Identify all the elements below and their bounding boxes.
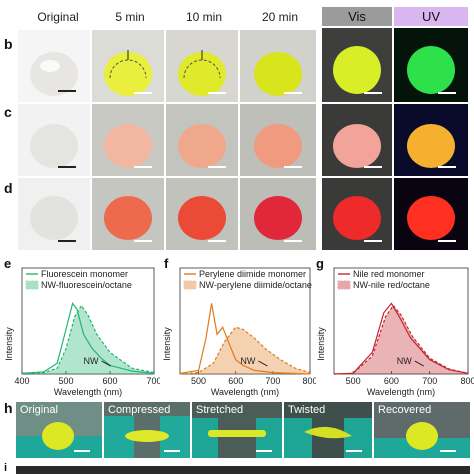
photo-b-10min — [166, 30, 238, 102]
nw-annotation: NW — [240, 356, 255, 366]
legend-swatch — [25, 280, 39, 290]
x-axis-label: Wavelength (nm) — [54, 387, 122, 397]
x-tick-label: 800 — [460, 376, 474, 386]
caption-h-compressed: Compressed — [108, 404, 171, 416]
legend-swatch — [183, 280, 197, 290]
photo-c-uv — [394, 104, 468, 176]
header-vis: Vis — [322, 7, 392, 26]
photo-h-recovered: Recovered — [374, 402, 470, 458]
series-area — [180, 327, 310, 374]
chart-e: 400 500 600 700 Wavelength (nm) Intensity Fluo… — [4, 267, 160, 397]
x-tick-label: 600 — [384, 376, 399, 386]
x-tick-label: 800 — [302, 376, 316, 386]
chart-label-g: g — [316, 256, 324, 271]
legend-label: Fluorescein monomer — [41, 269, 128, 279]
legend-label: NW-nile red/octane — [353, 280, 430, 290]
row-label-h: h — [4, 400, 13, 416]
photo-b-5min — [92, 30, 164, 102]
photo-d-10min — [166, 178, 238, 250]
legend-swatch — [337, 280, 351, 290]
photo-d-uv — [394, 178, 468, 250]
photo-d-5min — [92, 178, 164, 250]
series-line-nw — [21, 304, 155, 374]
photo-b-vis — [322, 28, 392, 102]
series-line-monomer — [21, 302, 155, 374]
legend-label: NW-perylene diimide/octane — [199, 280, 312, 290]
photo-b-uv — [394, 28, 468, 102]
plot-frame — [333, 267, 469, 375]
series-line-nw — [333, 304, 469, 375]
x-tick-label: 700 — [146, 376, 160, 386]
photo-h-original: Original — [16, 402, 102, 458]
photo-h-compressed: Compressed — [104, 402, 190, 458]
plot-frame — [21, 267, 155, 375]
nw-arrow — [258, 360, 268, 367]
caption-h-recovered: Recovered — [378, 404, 432, 416]
legend-label: Perylene diimide monomer — [199, 269, 306, 279]
series-line-monomer — [333, 302, 469, 375]
y-axis-label: Intensity — [4, 327, 14, 361]
legend-label: NW-fluorescein/octane — [41, 280, 132, 290]
photo-d-original — [18, 178, 90, 250]
chart-label-e: e — [4, 256, 12, 271]
series-area — [334, 305, 468, 374]
row-label-i: i — [4, 462, 8, 474]
x-tick-label: 600 — [228, 376, 243, 386]
header-original: Original — [37, 10, 79, 24]
photo-c-original — [18, 104, 90, 176]
x-tick-label: 700 — [422, 376, 437, 386]
photo-c-5min — [92, 104, 164, 176]
series-line-monomer — [179, 303, 311, 375]
nw-annotation: NW — [397, 356, 412, 366]
x-tick-label: 400 — [14, 376, 29, 386]
row-label-c: c — [4, 104, 12, 120]
plot-frame — [179, 267, 311, 375]
caption-h-original: Original — [20, 404, 58, 416]
photo-h-stretched: Stretched — [192, 402, 282, 458]
row-label-d: d — [4, 180, 13, 196]
legend-label: Nile red monomer — [353, 269, 425, 279]
header-10min: 10 min — [185, 10, 223, 24]
nw-arrow — [101, 360, 111, 367]
chart-g: 500 600 700 800 Wavelength (nm) Intensity Nile… — [316, 267, 474, 397]
header-uv: UV — [394, 7, 468, 26]
y-axis-label: Intensity — [162, 327, 172, 361]
photo-b-original — [18, 30, 90, 102]
series-line-nw — [179, 326, 311, 375]
x-tick-label: 600 — [102, 376, 117, 386]
photo-d-vis — [322, 178, 392, 250]
caption-h-stretched: Stretched — [196, 404, 244, 416]
photo-d-20min — [240, 178, 316, 250]
x-tick-label: 700 — [265, 376, 280, 386]
photo-c-10min — [166, 104, 238, 176]
photo-b-20min — [240, 30, 316, 102]
photo-c-vis — [322, 104, 392, 176]
header-5min: 5 min — [115, 10, 145, 24]
x-tick-label: 500 — [191, 376, 206, 386]
next-row-strip — [16, 466, 470, 474]
y-axis-label: Intensity — [316, 327, 326, 361]
photo-c-20min — [240, 104, 316, 176]
x-axis-label: Wavelength (nm) — [211, 387, 279, 397]
x-axis-label: Wavelength (nm) — [367, 387, 435, 397]
row-label-b: b — [4, 36, 13, 52]
series-area — [22, 305, 154, 374]
caption-h-twisted: Twisted — [288, 404, 326, 416]
x-tick-label: 500 — [346, 376, 361, 386]
nw-annotation: NW — [84, 356, 99, 366]
chart-f: 500 600 700 800 Wavelength (nm) Intensity Pery… — [162, 267, 316, 397]
header-20min: 20 min — [261, 10, 299, 24]
nw-arrow — [414, 360, 424, 367]
chart-label-f: f — [164, 256, 169, 271]
photo-h-twisted: Twisted — [284, 402, 372, 458]
x-tick-label: 500 — [58, 376, 73, 386]
